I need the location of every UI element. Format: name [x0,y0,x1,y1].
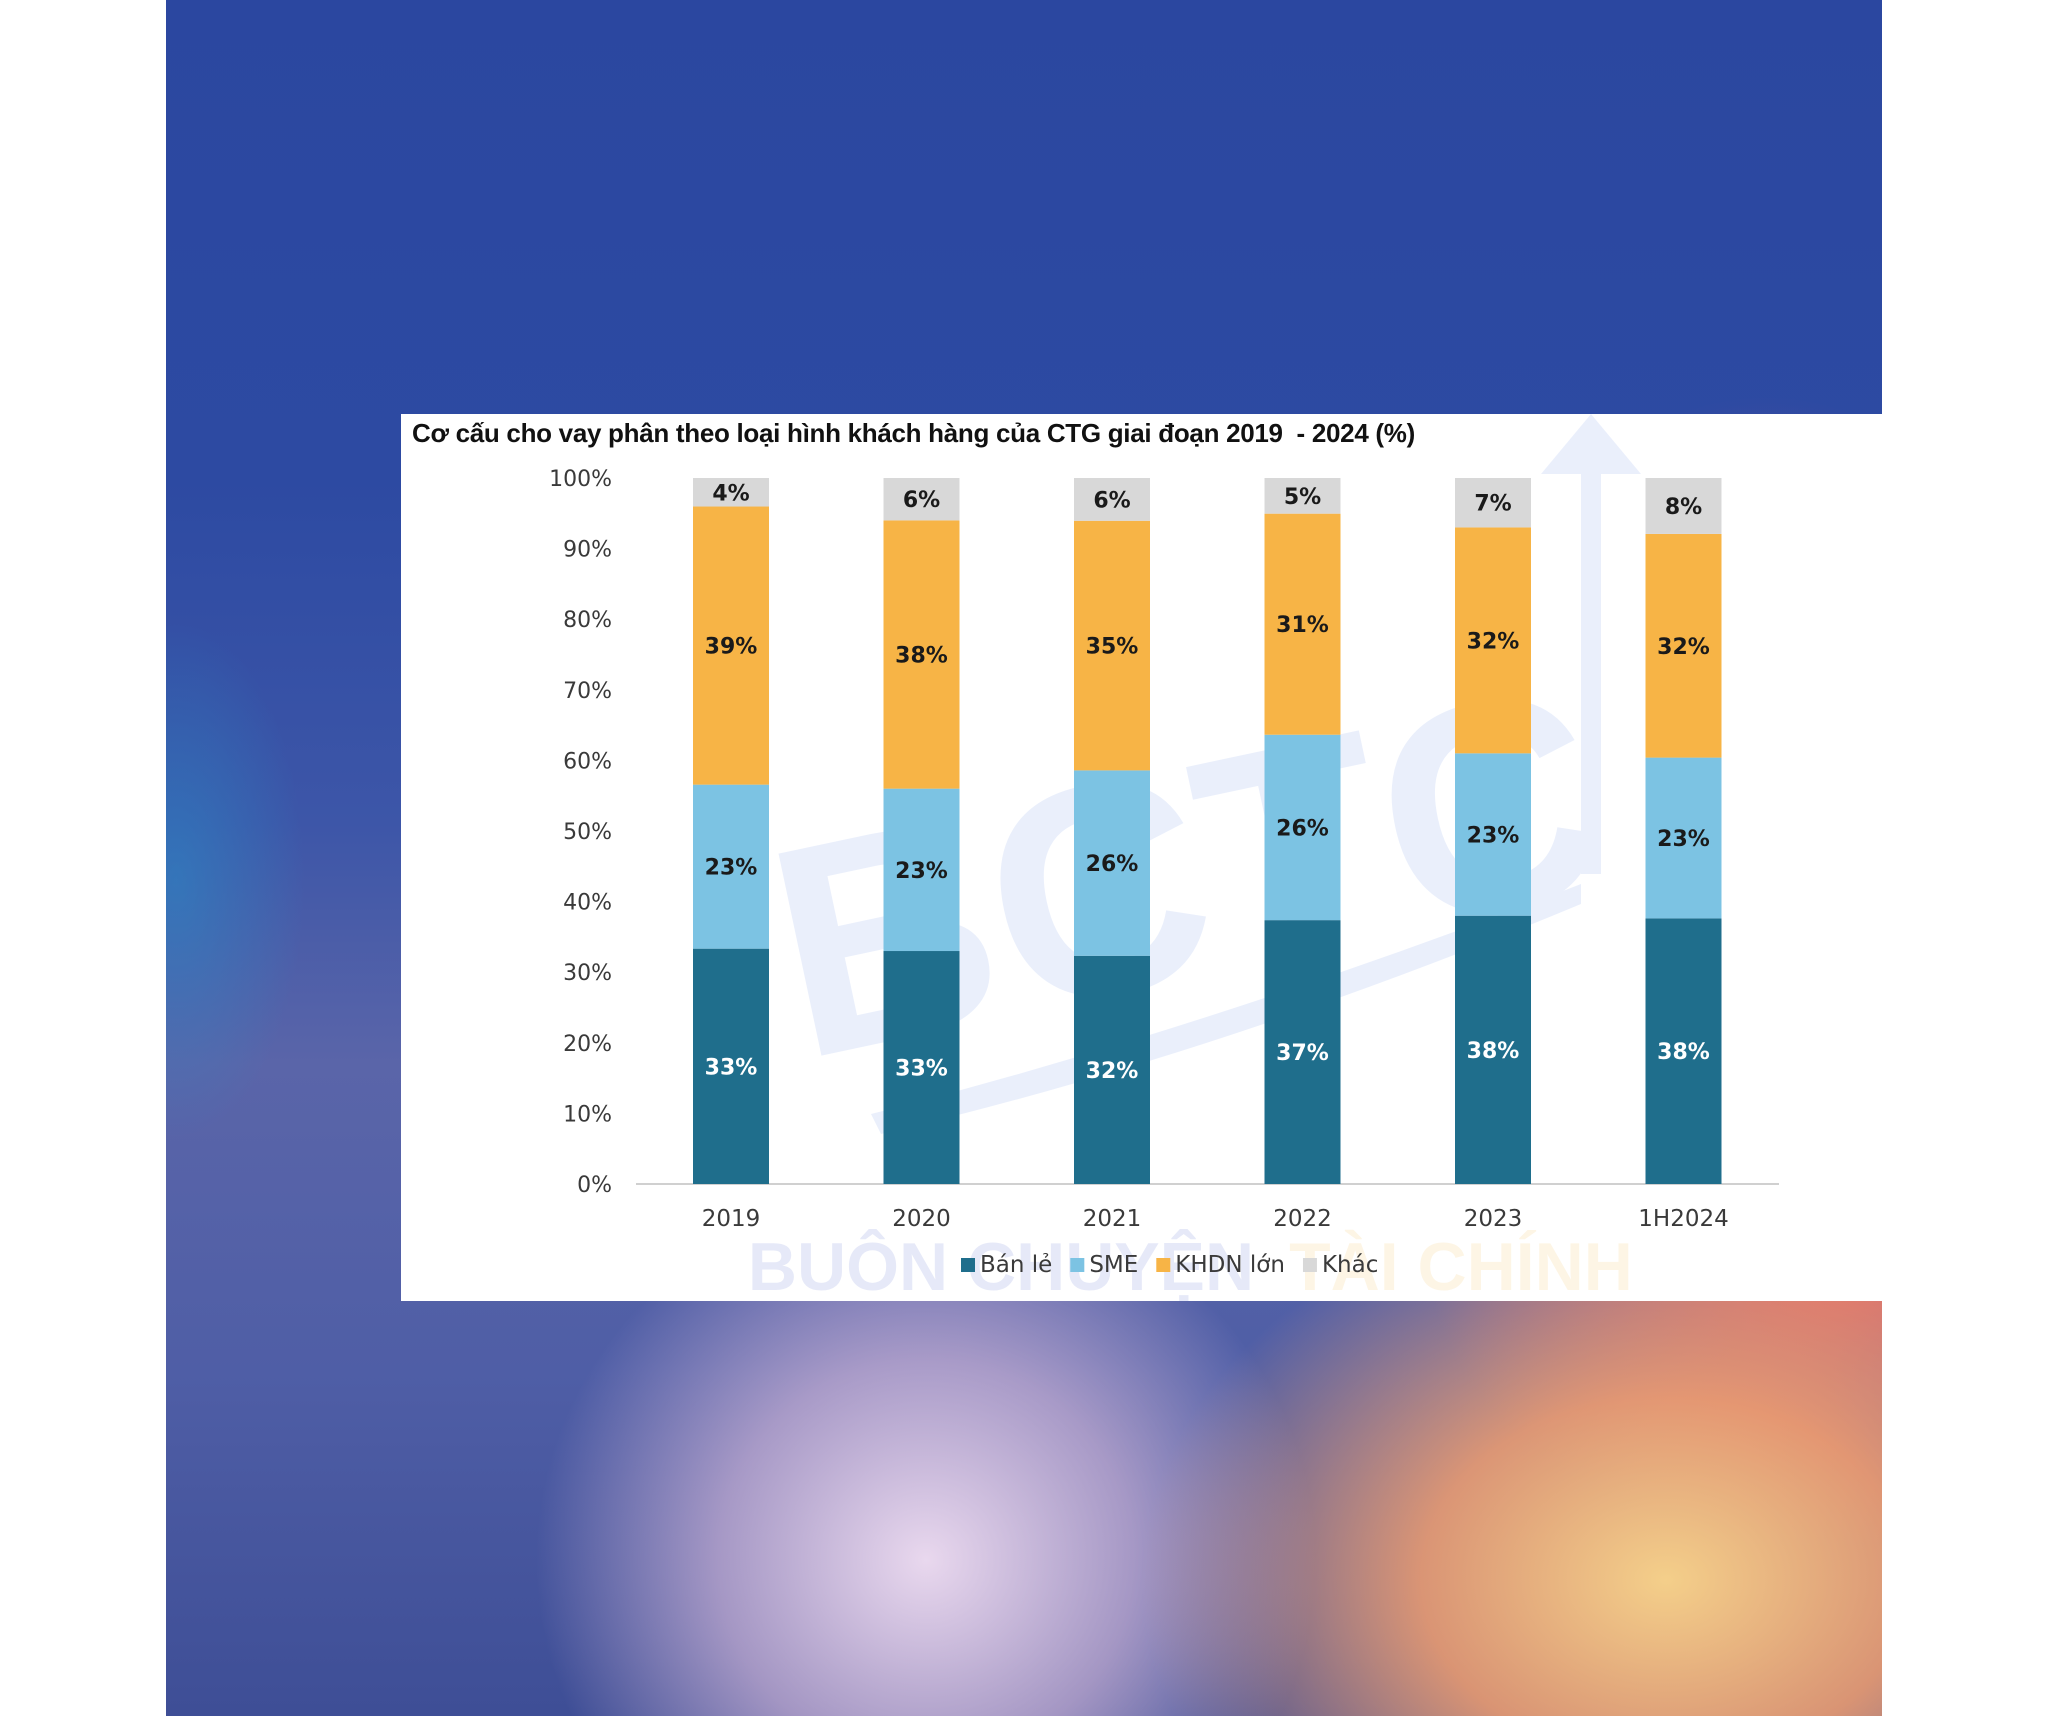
bar-segment [1645,478,1722,534]
y-tick-label: 40% [563,891,612,916]
y-tick-label: 80% [563,608,612,633]
data-label: 23% [895,859,948,884]
data-label: 39% [705,635,758,660]
data-label: 7% [1474,492,1511,517]
bar-segment [883,788,960,952]
bar-segment [883,520,960,789]
bar-segment [1645,757,1722,919]
y-tick-label: 100% [549,467,612,492]
bar-segment [1645,533,1722,758]
x-axis: 2019 2020 2021 2022 2023 1H2024 [702,1206,1729,1232]
y-tick-label: 10% [563,1102,612,1127]
legend-label: Khác [1322,1252,1378,1278]
x-tick-label: 2021 [1083,1206,1142,1232]
y-tick-label: 70% [563,679,612,704]
watermark-arrow-shaft [1581,434,1601,874]
bar-segment [1074,520,1150,771]
y-tick-label: 50% [563,820,612,845]
watermark-arrow-head [1541,414,1641,474]
bar-segment [1455,753,1531,916]
bar-segment [1455,478,1531,528]
stacked-bar-chart: BCTC 0%10%20%30%40%50%60%70%80%90%100% 3… [549,414,1779,1301]
data-label: 23% [705,856,758,881]
watermark-word-2: TÀI CHÍNH [1289,1229,1633,1301]
bar-segment [883,951,960,1184]
bar-segment [1074,478,1150,521]
bar-segment [1455,527,1531,754]
data-labels: 33% 23% 39% 4% 33% 23% 38% 6% 32% 26% 35% 6% 37% 26% 3… [705,481,1710,1084]
data-label: 38% [1467,1039,1520,1064]
y-tick-label: 0% [577,1173,612,1198]
data-label: 6% [1093,488,1130,513]
bar-segment [693,478,769,507]
x-tick-label: 2022 [1273,1206,1332,1232]
bar-segment [1264,478,1341,514]
bar-segment [1074,955,1150,1184]
x-tick-label: 2023 [1464,1206,1523,1232]
bar-segment [693,948,769,1184]
bar-segment [883,478,960,521]
data-label: 38% [1657,1040,1710,1065]
data-label: 8% [1665,495,1702,520]
bar-segment [1264,920,1341,1184]
data-label: 31% [1276,613,1329,638]
legend-swatch [1156,1258,1171,1272]
bar-segment [693,506,769,785]
watermark-swoosh [871,884,1581,1134]
data-label: 32% [1657,635,1710,660]
chart-title: Cơ cấu cho vay phân theo loại hình khách… [412,418,1415,448]
bar-segment [1455,915,1531,1184]
x-tick-label: 2020 [892,1206,951,1232]
data-label: 35% [1086,635,1139,660]
data-label: 32% [1467,629,1520,654]
legend-label: Bán lẻ [980,1252,1052,1278]
data-label: 23% [1467,824,1520,849]
bar-segment [1074,770,1150,956]
data-label: 32% [1086,1059,1139,1084]
data-label: 33% [895,1057,948,1082]
legend-swatch [1070,1258,1085,1272]
data-label: 33% [705,1055,758,1080]
legend-label: SME [1089,1252,1138,1278]
data-label: 6% [903,488,940,513]
bar-segment [1264,513,1341,735]
data-label: 23% [1657,827,1710,852]
x-tick-label: 2019 [702,1206,761,1232]
data-label: 5% [1284,485,1321,510]
bar-segment [693,784,769,949]
data-label: 26% [1276,816,1329,841]
bar-segment [1264,734,1341,921]
y-axis: 0% 10% 20% 30% 40% 50% 60% 70% 80% 90% 100% [549,467,1779,1198]
bar-segment [1645,918,1722,1184]
data-label: 4% [712,481,749,506]
bars [693,478,1722,1184]
poster-background: BCTC 0% 10% 20% 30% 40% 50% 60% 70% 80% 90% 100% 3… [166,0,1882,1716]
y-tick-label: 60% [563,749,612,774]
y-tick-label: 20% [563,1032,612,1057]
y-tick-label: 90% [563,538,612,563]
x-tick-label: 1H2024 [1638,1206,1728,1232]
data-label: 26% [1086,852,1139,877]
chart-card: BCTC 0% 10% 20% 30% 40% 50% 60% 70% 80% 90% 100% 3… [401,414,1882,1301]
data-label: 38% [895,644,948,669]
legend: Bán lẻ SME KHDN lớn Khác [961,1252,1378,1278]
legend-label: KHDN lớn [1175,1252,1285,1278]
y-tick-label: 30% [563,961,612,986]
legend-swatch [1302,1258,1317,1272]
data-label: 37% [1276,1041,1329,1066]
legend-swatch [961,1258,975,1272]
